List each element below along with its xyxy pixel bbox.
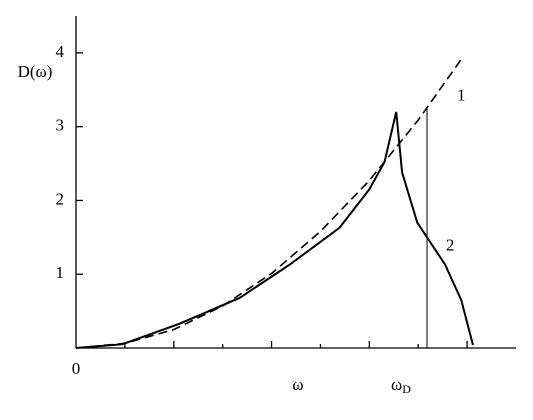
y-tick-label: 2: [56, 189, 65, 208]
debye-label-main: ω: [391, 375, 402, 394]
y-axis-label: D(ω): [18, 62, 53, 81]
y-tick-label: 1: [56, 263, 65, 282]
debye-label-sub: D: [402, 382, 411, 396]
debye-label: ωD: [391, 375, 411, 396]
series-line: [75, 56, 464, 349]
x-tick-label: 0: [72, 359, 81, 378]
series-line: [75, 111, 474, 349]
y-tick-label: 4: [56, 42, 65, 61]
series-label: 2: [446, 236, 455, 255]
x-axis-label: ω: [292, 375, 303, 394]
y-tick-label: 3: [56, 116, 65, 135]
series-label: 1: [457, 85, 466, 104]
